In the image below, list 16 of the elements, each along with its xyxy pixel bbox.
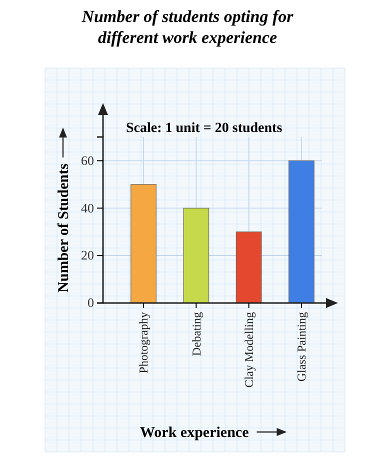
y-tick-label: 20: [81, 248, 94, 263]
y-tick-label: 0: [88, 295, 94, 310]
x-tick-label: Clay Modelling: [242, 312, 256, 388]
bar: [130, 184, 156, 304]
y-tick-label: 60: [81, 152, 94, 168]
y-axis-title: Number of Students: [56, 163, 72, 292]
bar: [288, 160, 314, 304]
text: Scale: 1 unit = 20 students: [126, 121, 283, 136]
x-tick-label: Photography: [136, 312, 151, 374]
chart-title: Number of students opting for different work experience: [80, 7, 294, 47]
x-tick-label: Debating: [189, 312, 204, 356]
bar: [183, 208, 210, 304]
x-tick-label: Glass Painting: [294, 312, 309, 382]
x-axis-title: Work experience: [140, 425, 250, 441]
bar: [236, 232, 262, 304]
y-tick-label: 40: [81, 200, 94, 216]
